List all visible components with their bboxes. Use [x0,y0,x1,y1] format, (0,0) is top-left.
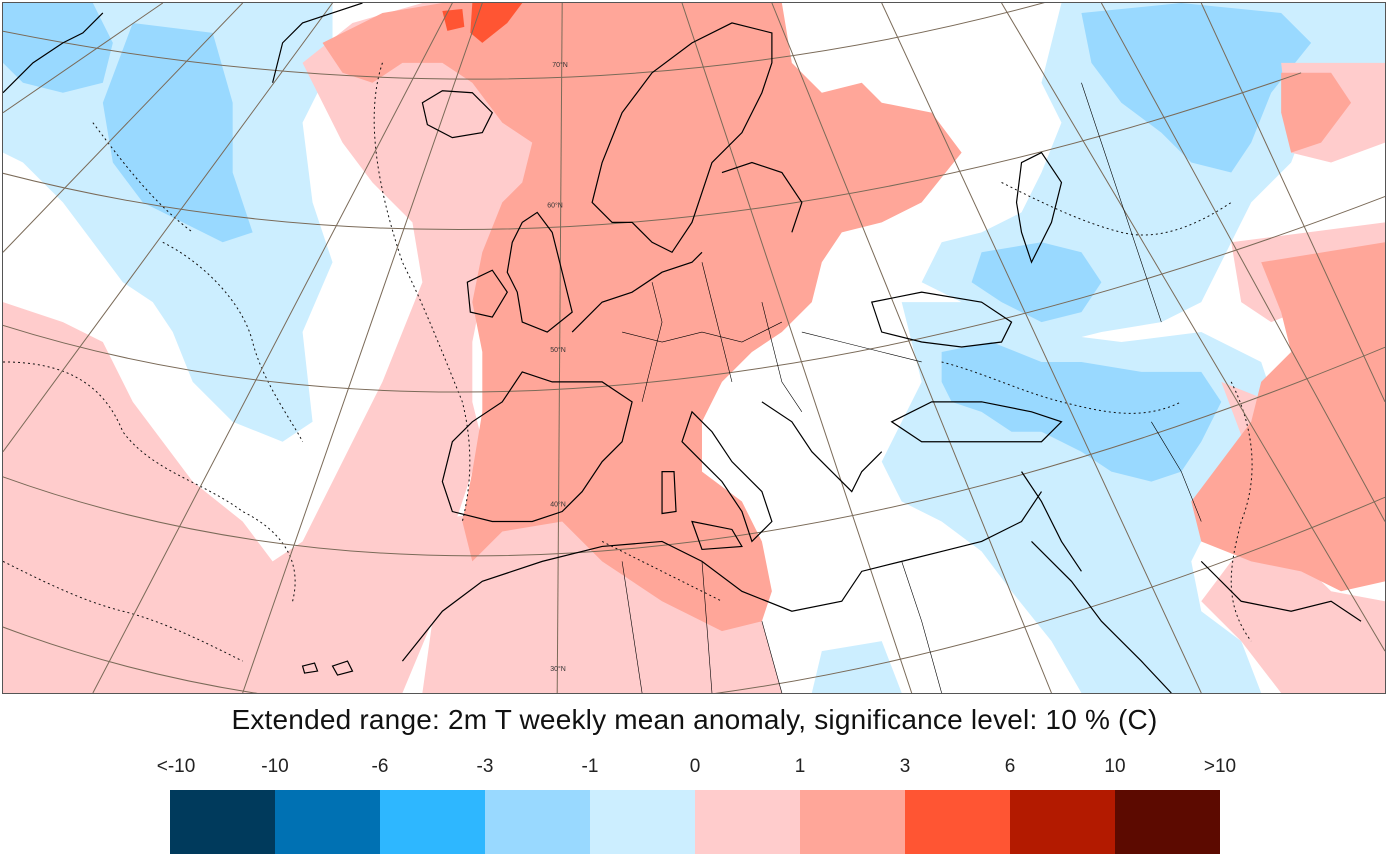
lat-label-40: 40°N [550,501,566,509]
legend-label: 1 [794,756,806,777]
legend-labels: <-10 -10 -6 -3 -1 0 1 3 6 10 >10 [0,756,1389,782]
legend-label: -3 [476,756,494,777]
colorbar-swatch [1010,790,1115,854]
latitude-lines [3,3,1385,693]
colorbar-swatch [905,790,1010,854]
colorbar-swatch [485,790,590,854]
longitude-lines [3,3,1385,693]
significance-contours [3,62,1253,662]
legend-label: 0 [689,756,701,777]
anomaly-strong-red-areas [442,3,523,43]
anomaly-medium-blue-areas [3,3,1312,482]
coastlines [3,3,1362,693]
lat-label-30: 30°N [550,665,566,673]
colorbar-swatch [695,790,800,854]
colorbar [170,790,1220,854]
colorbar-swatch [170,790,275,854]
colorbar-swatch [590,790,695,854]
lat-label-60: 60°N [547,201,563,209]
legend-label: >10 [1203,756,1237,777]
country-borders [621,82,1202,693]
map-panel: 70°N 60°N 50°N 40°N 30°N [2,2,1386,694]
anomaly-red-areas [322,3,1385,632]
anomaly-map: 70°N 60°N 50°N 40°N 30°N [3,3,1385,693]
legend-label: -10 [261,756,289,777]
legend-label: 10 [1104,756,1126,777]
legend-label: 3 [899,756,911,777]
legend-label: -6 [371,756,389,777]
legend-label: <-10 [156,756,196,777]
legend-label: -1 [581,756,599,777]
map-title: Extended range: 2m T weekly mean anomaly… [231,704,1158,735]
colorbar-swatch [275,790,380,854]
colorbar-swatch [380,790,485,854]
lat-label-70: 70°N [552,61,568,69]
lat-label-50: 50°N [550,346,566,354]
colorbar-swatch [1115,790,1220,854]
legend-label: 6 [1004,756,1016,777]
colorbar-swatch [800,790,905,854]
